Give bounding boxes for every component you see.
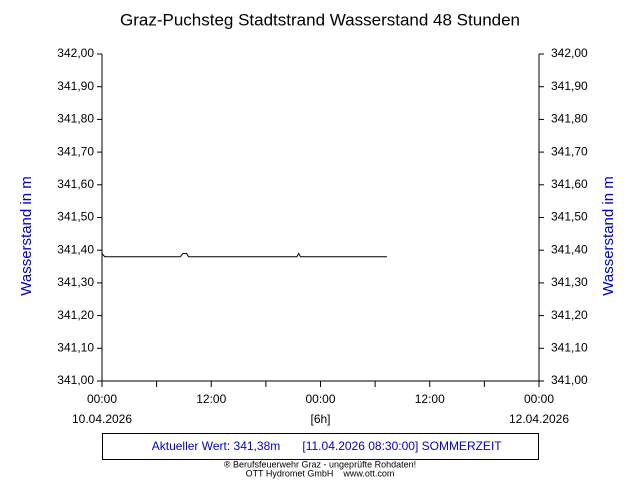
x-tick-label: 00:00 bbox=[524, 392, 554, 406]
y2-tick-label: 341,20 bbox=[551, 308, 588, 322]
y-axis-label: Wasserstand in m bbox=[18, 176, 35, 295]
info-box bbox=[102, 433, 539, 460]
y-tick-label: 341,40 bbox=[57, 242, 94, 256]
y-tick-label: 341,80 bbox=[57, 112, 94, 126]
y-tick-label: 341,30 bbox=[57, 275, 94, 289]
y-tick-label: 341,50 bbox=[57, 210, 94, 224]
y2-tick-label: 342,00 bbox=[551, 46, 588, 60]
y-tick-label: 341,90 bbox=[57, 79, 94, 93]
footer: ® Berufsfeuerwehr Graz - ungeprüfte Rohd… bbox=[224, 459, 416, 469]
y2-tick-label: 341,60 bbox=[551, 177, 588, 191]
x-tick-label: 12:00 bbox=[415, 392, 445, 406]
y2-tick-label: 341,40 bbox=[551, 242, 588, 256]
y-tick-label: 341,60 bbox=[57, 177, 94, 191]
y2-tick-label: 341,10 bbox=[551, 340, 588, 354]
y2-tick-label: 341,30 bbox=[551, 275, 588, 289]
y2-axis-label: Wasserstand in m bbox=[600, 176, 617, 295]
footer: OTT Hydromet GmbH www.ott.com bbox=[246, 468, 395, 478]
y-tick-label: 341,10 bbox=[57, 340, 94, 354]
y-tick-label: 341,20 bbox=[57, 308, 94, 322]
y2-tick-label: 341,70 bbox=[551, 144, 588, 158]
x-date-label: 10.04.2026 bbox=[72, 412, 132, 426]
x-tick-label: 00:00 bbox=[305, 392, 335, 406]
y-tick-label: 341,00 bbox=[57, 373, 94, 387]
y-tick-label: 342,00 bbox=[57, 46, 94, 60]
data-line bbox=[101, 252, 387, 258]
x-tick-label: 12:00 bbox=[196, 392, 226, 406]
y2-tick-label: 341,90 bbox=[551, 79, 588, 93]
y2-tick-label: 341,00 bbox=[551, 373, 588, 387]
current-value: Aktueller Wert: 341,38m bbox=[152, 439, 281, 453]
timestamp: [11.04.2026 08:30:00] SOMMERZEIT bbox=[302, 439, 502, 453]
x-date-label: [6h] bbox=[310, 412, 330, 426]
y-tick-label: 341,70 bbox=[57, 144, 94, 158]
chart-title: Graz-Puchsteg Stadtstrand Wasserstand 48… bbox=[120, 10, 520, 29]
x-date-label: 12.04.2026 bbox=[509, 412, 569, 426]
y2-tick-label: 341,50 bbox=[551, 210, 588, 224]
x-tick-label: 00:00 bbox=[87, 392, 117, 406]
y2-tick-label: 341,80 bbox=[551, 112, 588, 126]
